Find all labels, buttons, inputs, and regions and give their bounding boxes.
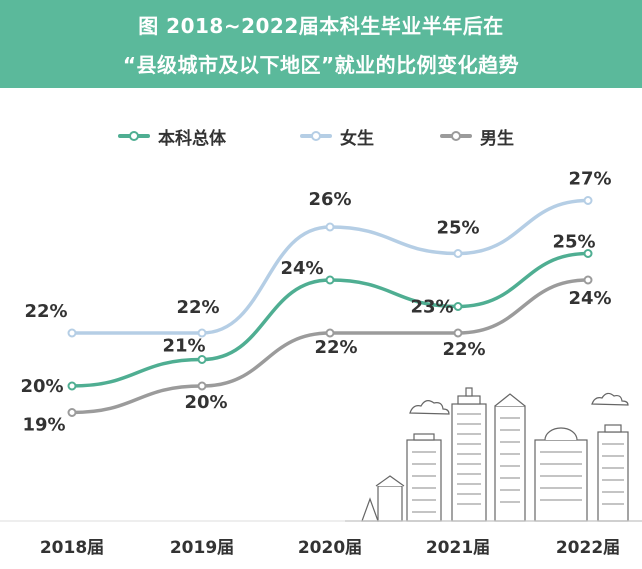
x-tick-label: 2018届 xyxy=(40,538,104,558)
legend-swatch-total xyxy=(118,131,150,141)
data-label-male: 22% xyxy=(442,339,485,360)
data-label-total: 24% xyxy=(280,258,323,279)
data-label-total: 20% xyxy=(20,376,63,397)
data-label-male: 19% xyxy=(22,415,65,436)
legend-swatch-male xyxy=(440,131,472,141)
x-tick-label: 2020届 xyxy=(298,538,362,558)
city-skyline-illustration xyxy=(345,387,642,522)
legend-label-total: 本科总体 xyxy=(158,128,226,149)
data-point-female xyxy=(67,328,77,338)
data-label-male: 20% xyxy=(184,392,227,413)
data-point-male xyxy=(67,408,77,417)
legend-label-male: 男生 xyxy=(480,128,514,149)
data-label-female: 26% xyxy=(308,189,351,210)
data-point-total xyxy=(325,275,335,285)
chart-legend: 本科总体 女生 男生 xyxy=(0,121,642,151)
data-point-male xyxy=(583,275,593,285)
data-label-female: 27% xyxy=(568,169,611,190)
data-point-total xyxy=(197,355,207,364)
data-point-female xyxy=(325,222,335,232)
data-label-total: 25% xyxy=(552,232,595,253)
data-point-male xyxy=(325,328,335,338)
cloud-icon xyxy=(591,392,629,406)
legend-item-female: 女生 xyxy=(300,121,374,151)
series-line-total xyxy=(70,251,590,388)
data-label-female: 25% xyxy=(436,218,479,239)
data-label-male: 24% xyxy=(568,288,611,309)
data-point-total xyxy=(67,381,77,391)
data-label-female: 22% xyxy=(24,301,67,322)
legend-item-male: 男生 xyxy=(440,121,514,151)
data-point-total xyxy=(583,249,593,258)
legend-item-total: 本科总体 xyxy=(118,121,226,151)
data-label-female: 22% xyxy=(176,297,219,318)
legend-swatch-female xyxy=(300,131,332,141)
data-point-male xyxy=(453,328,463,338)
data-label-total: 21% xyxy=(162,336,205,357)
chart-title-line-2: “县级城市及以下地区”就业的比例变化趋势 xyxy=(122,53,520,77)
x-tick-label: 2021届 xyxy=(426,538,490,558)
x-tick-label: 2019届 xyxy=(170,538,234,558)
chart-title-line-1: 图 2018~2022届本科生毕业半年后在 xyxy=(138,14,504,38)
x-tick-label: 2022届 xyxy=(556,538,620,558)
chart-title-banner: 图 2018~2022届本科生毕业半年后在 “县级城市及以下地区”就业的比例变化… xyxy=(0,0,642,88)
data-point-female xyxy=(197,328,207,338)
series-line-female xyxy=(70,198,590,335)
data-label-total: 23% xyxy=(410,297,453,318)
data-point-total xyxy=(453,302,463,311)
data-point-female xyxy=(583,196,593,205)
data-point-female xyxy=(453,249,463,258)
cloud-icon xyxy=(409,400,450,415)
legend-label-female: 女生 xyxy=(340,128,374,149)
data-point-male xyxy=(197,381,207,391)
data-label-male: 22% xyxy=(314,337,357,358)
